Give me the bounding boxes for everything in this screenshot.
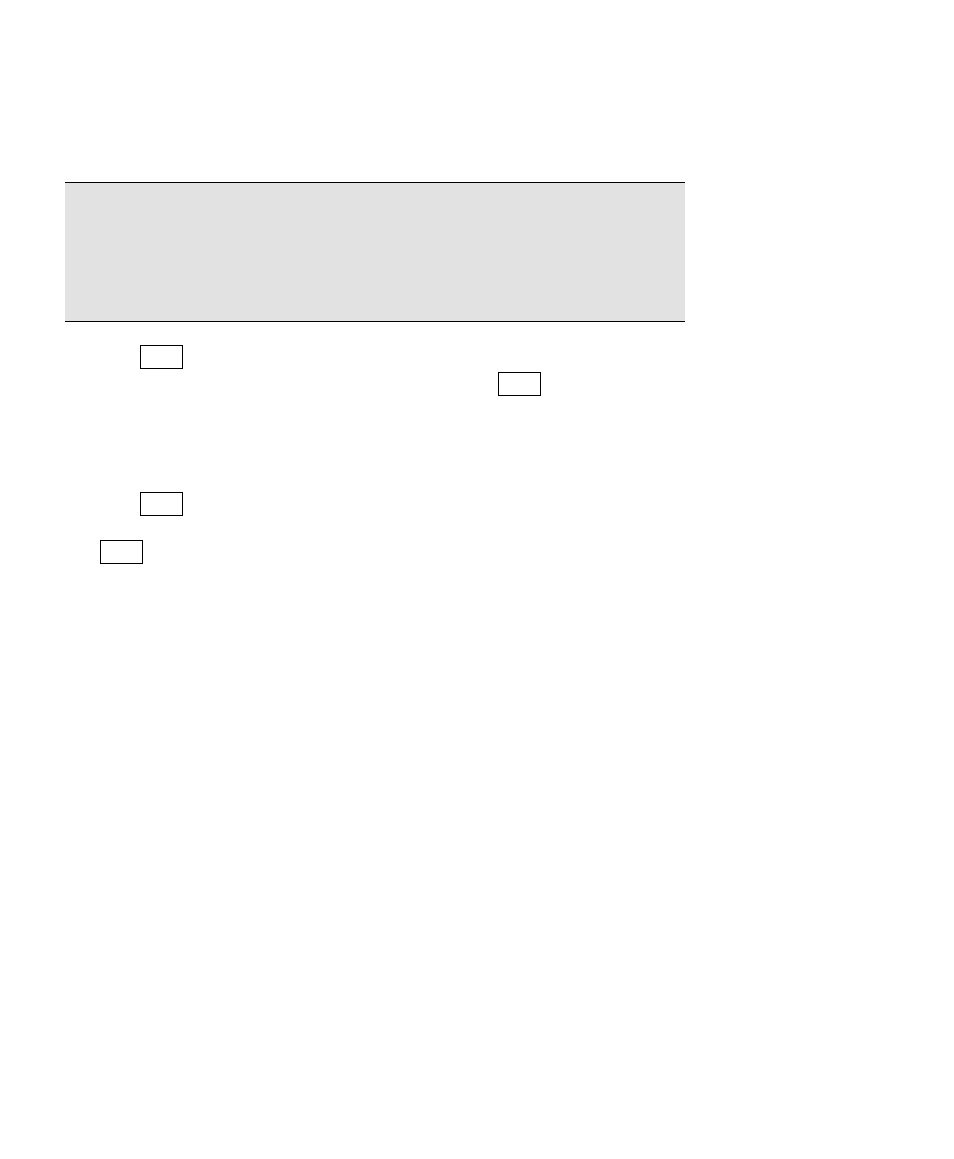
outline-box-0 xyxy=(140,345,183,369)
outline-box-3 xyxy=(100,540,143,564)
outline-box-1 xyxy=(498,372,541,396)
outline-box-2 xyxy=(140,492,183,516)
header-banner xyxy=(65,182,685,322)
